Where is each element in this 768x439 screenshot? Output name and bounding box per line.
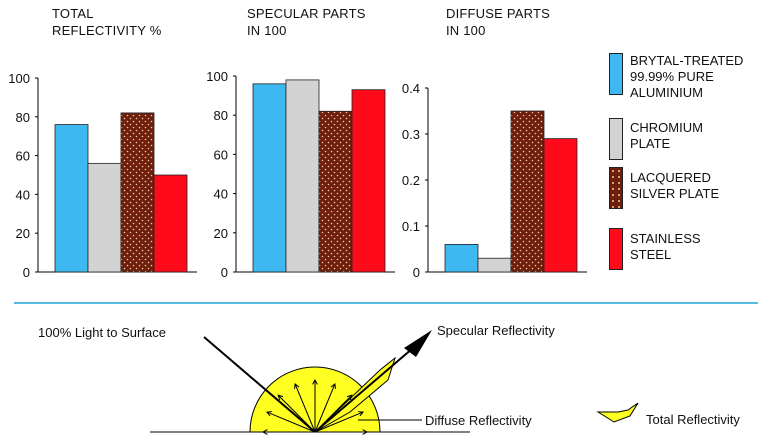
chart-title-total: TOTAL REFLECTIVITY % — [52, 6, 162, 38]
y-tick-label: 0.2 — [402, 173, 420, 188]
diffuse-ray-head — [312, 378, 318, 385]
legend-swatch-chromium — [609, 118, 623, 160]
diffuse-ray-head — [346, 394, 353, 401]
diffuse-ray-head — [261, 429, 268, 435]
y-tick-label: 20 — [16, 226, 30, 241]
total-reflectivity-label: Total Reflectivity — [646, 412, 740, 427]
y-tick-label: 80 — [16, 110, 30, 125]
incident-beam — [203, 336, 316, 433]
charts-group: 0 20 40 60 80 100 0 20 40 60 80 100 0 0.1 0.2 0.3 0.4 — [8, 69, 587, 280]
legend-label-chromium: CHROMIUM PLATE — [630, 120, 703, 151]
bar-total-silver — [120, 112, 155, 273]
diffuse-ray — [266, 411, 316, 433]
specular-lobe — [314, 356, 396, 433]
legend-label-aluminium: BRYTAL-TREATED 99.99% PURE ALUMINIUM — [630, 53, 744, 100]
reflectivity-diagram — [150, 330, 639, 435]
diffuse-ray-head — [277, 394, 284, 401]
diffuse-ray-head — [294, 382, 300, 389]
bar-specular-aluminium — [252, 83, 287, 273]
y-tick-label: 0 — [413, 265, 420, 280]
bar-total-aluminium — [54, 124, 89, 273]
diffuse-ray — [294, 383, 316, 433]
y-tick-label: 0.3 — [402, 127, 420, 142]
y-tick-label: 0.4 — [402, 81, 420, 96]
y-tick-label: 40 — [214, 187, 228, 202]
diffuse-ray-head — [362, 429, 369, 435]
y-tick-label: 40 — [16, 187, 30, 202]
chart-specular: 0 20 40 60 80 100 — [206, 69, 395, 280]
legend-swatch-aluminium — [609, 53, 623, 95]
bar-diffuse-stainless — [543, 138, 578, 273]
bar-specular-stainless — [351, 89, 386, 273]
bar-diffuse-silver — [510, 110, 545, 273]
diffuse-ray — [314, 411, 364, 433]
diffuse-ray-head — [265, 411, 272, 417]
legend-swatch-stainless — [609, 228, 623, 270]
chart-total: 0 20 40 60 80 100 — [8, 71, 197, 280]
y-tick-label: 0.1 — [402, 219, 420, 234]
bar-specular-silver — [318, 110, 353, 273]
bar-total-stainless — [153, 174, 188, 273]
y-tick-label: 20 — [214, 226, 228, 241]
legend-swatch-silver — [609, 167, 623, 209]
diffuse-ray-head — [330, 382, 336, 389]
chart-title-diffuse: DIFFUSE PARTS IN 100 — [446, 6, 550, 38]
legend-label-silver: LACQUERED SILVER PLATE — [630, 170, 720, 201]
total-reflectivity-icon — [596, 402, 639, 423]
bar-total-chromium — [87, 162, 122, 273]
y-tick-label: 0 — [221, 265, 228, 280]
bar-diffuse-aluminium — [444, 243, 479, 273]
y-tick-label: 80 — [214, 108, 228, 123]
diffuse-reflectivity-label: Diffuse Reflectivity — [425, 413, 532, 428]
y-tick-label: 0 — [23, 265, 30, 280]
incident-light-label: 100% Light to Surface — [38, 325, 166, 340]
y-tick-label: 100 — [8, 71, 30, 86]
diffuse-ray-head — [358, 411, 365, 417]
specular-arrowhead — [404, 330, 432, 357]
chart-title-specular: SPECULAR PARTS IN 100 — [247, 6, 366, 38]
y-tick-label: 100 — [206, 69, 228, 84]
specular-reflectivity-label: Specular Reflectivity — [437, 323, 555, 338]
diffuse-ray — [314, 383, 336, 433]
legend-label-stainless: STAINLESS STEEL — [630, 231, 701, 262]
bar-specular-chromium — [285, 79, 320, 273]
y-tick-label: 60 — [214, 147, 228, 162]
chart-diffuse: 0 0.1 0.2 0.3 0.4 — [402, 81, 587, 280]
specular-beam — [314, 341, 421, 433]
y-tick-label: 60 — [16, 149, 30, 164]
bar-diffuse-chromium — [477, 257, 512, 273]
